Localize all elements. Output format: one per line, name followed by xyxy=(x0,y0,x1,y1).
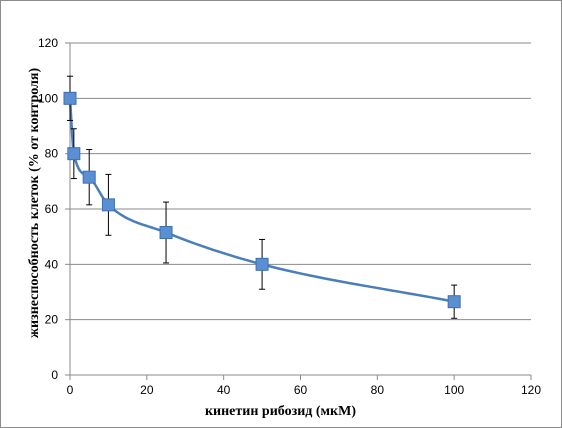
y-tick-label-40: 40 xyxy=(45,257,59,271)
data-point-6 xyxy=(447,295,461,309)
x-tick-label-120: 120 xyxy=(521,383,541,397)
x-tick-label-0: 0 xyxy=(67,383,74,397)
point-layer xyxy=(63,91,461,309)
y-tick-label-100: 100 xyxy=(38,91,58,105)
data-point-1 xyxy=(67,147,81,161)
data-point-5 xyxy=(255,257,269,271)
x-tick-label-20: 20 xyxy=(140,383,154,397)
y-tick-label-0: 0 xyxy=(51,368,58,382)
data-point-0 xyxy=(63,91,77,105)
y-tick-label-80: 80 xyxy=(45,147,59,161)
x-tick-label-100: 100 xyxy=(444,383,464,397)
x-tick-label-80: 80 xyxy=(371,383,385,397)
data-point-2 xyxy=(82,170,96,184)
y-tick-labels: 0 20 40 60 80 100 120 xyxy=(38,36,58,382)
data-point-4 xyxy=(159,226,173,240)
y-axis-title: жизнеспособность клеток (% от контроля) xyxy=(27,68,42,339)
x-tick-labels: 0 20 40 60 80 100 120 xyxy=(67,383,542,397)
data-point-3 xyxy=(101,198,115,212)
grid-layer xyxy=(70,42,531,321)
x-axis-title: кинетин рибозид (мкМ) xyxy=(205,404,356,419)
y-tick-label-60: 60 xyxy=(45,202,59,216)
y-tick-label-120: 120 xyxy=(38,36,58,50)
axis-layer xyxy=(65,42,532,380)
y-tick-label-20: 20 xyxy=(45,313,59,327)
error-bar-layer xyxy=(67,75,458,319)
x-tick-label-40: 40 xyxy=(217,383,231,397)
x-tick-label-60: 60 xyxy=(294,383,308,397)
